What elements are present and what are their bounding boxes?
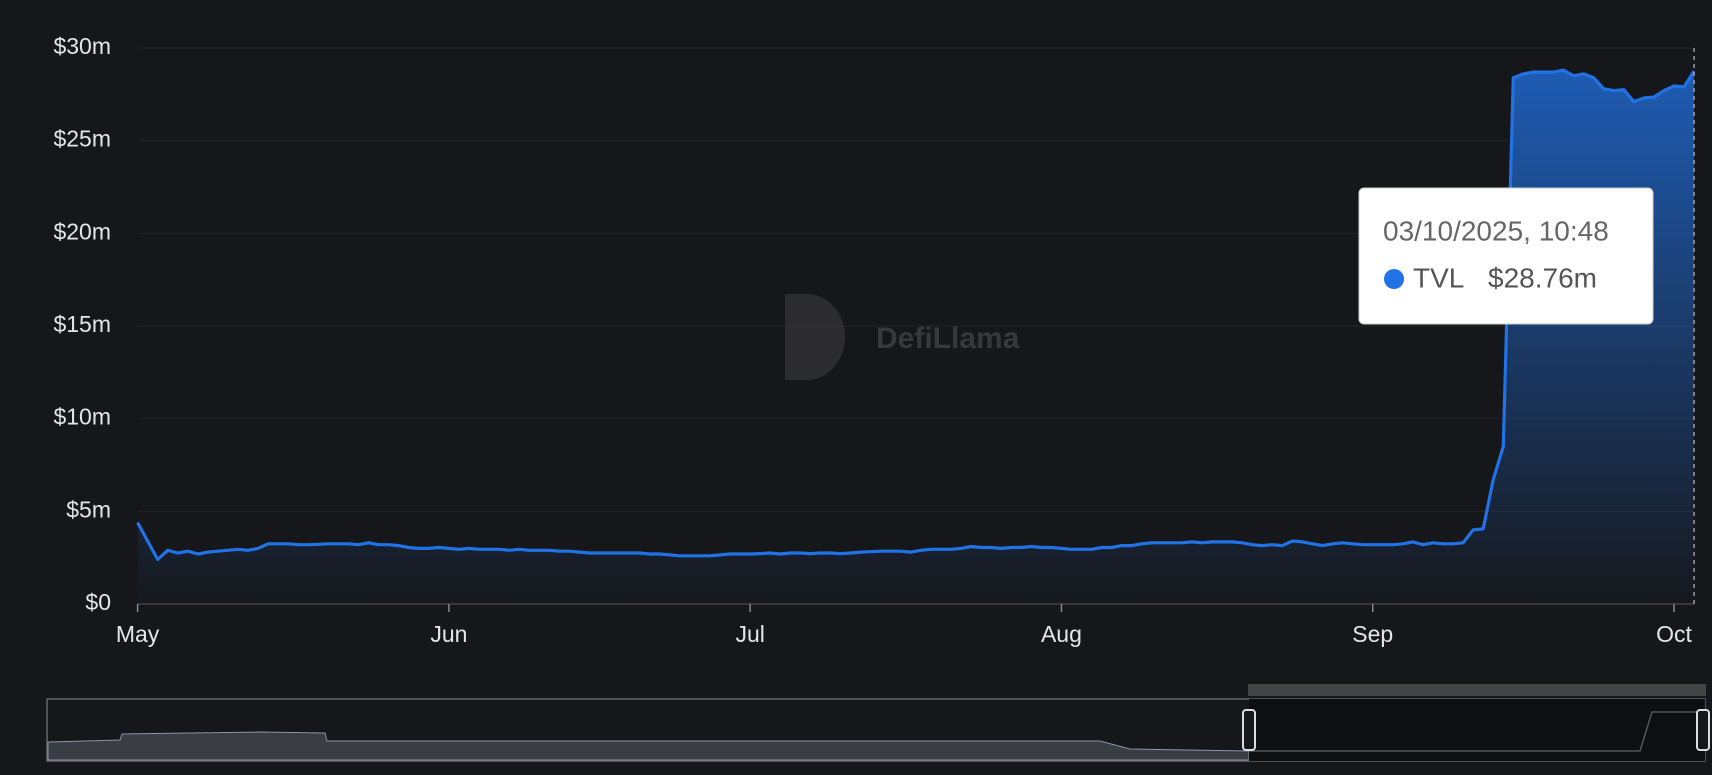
range-slider[interactable] xyxy=(46,684,1710,762)
tooltip-dot xyxy=(1384,269,1404,289)
line xyxy=(136,68,1696,562)
y-tick-label: $10m xyxy=(53,404,111,430)
y-tick-label: $25m xyxy=(53,126,111,152)
tooltip-value: $28.76m xyxy=(1488,262,1597,293)
y-tick-label: $30m xyxy=(53,33,111,59)
x-tick-label: Jul xyxy=(735,621,764,647)
watermark-text: DefiLlama xyxy=(876,322,1020,355)
tooltip-series: TVL xyxy=(1413,262,1464,293)
slider-handle[interactable] xyxy=(1242,709,1256,751)
x-tick-label: May xyxy=(116,621,160,647)
x-tick-label: Sep xyxy=(1352,621,1393,647)
area xyxy=(137,70,1695,604)
y-tick-label: $15m xyxy=(53,311,111,337)
y-tick-label: $5m xyxy=(66,496,111,522)
watermark: DefiLlama xyxy=(785,294,1020,380)
slider-bar[interactable] xyxy=(1248,684,1706,696)
tooltip-box xyxy=(1358,187,1654,325)
y-tick-label: $0 xyxy=(85,589,111,615)
x-tick-label: Aug xyxy=(1041,621,1082,647)
overview-area xyxy=(47,731,1250,761)
tooltip-date: 03/10/2025, 10:48 xyxy=(1383,215,1609,246)
y-tick-label: $20m xyxy=(53,218,111,244)
tooltip: 03/10/2025, 10:48 TVL $28.76m xyxy=(1358,187,1654,325)
watermark-logo xyxy=(785,294,845,380)
overview-selected-line xyxy=(1249,711,1704,752)
x-tick-label: Jun xyxy=(430,621,467,647)
x-tick-label: Oct xyxy=(1656,621,1692,647)
slider-handle[interactable] xyxy=(1696,709,1710,751)
